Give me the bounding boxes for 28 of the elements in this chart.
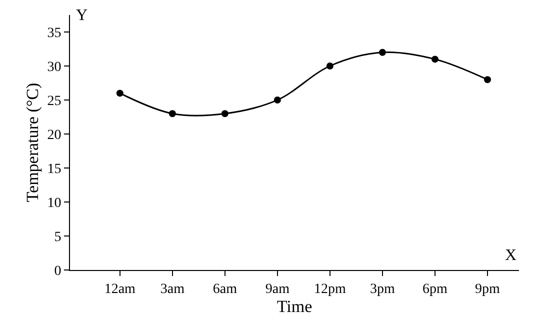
y-tick-label: 30 <box>47 60 62 75</box>
point <box>431 56 438 63</box>
point <box>116 90 124 97</box>
point <box>168 110 176 118</box>
y-tick-label: 5 <box>54 230 62 245</box>
x-tick-label: 9am <box>265 282 290 297</box>
point <box>378 48 386 56</box>
y-tick-label: 35 <box>47 26 62 41</box>
x-axis-title: Time <box>276 297 312 316</box>
y-tick-label: 0 <box>54 264 62 279</box>
x-tick-label: 12am <box>104 282 136 297</box>
point <box>326 62 334 70</box>
point <box>274 96 281 104</box>
y-tick-label: 20 <box>47 128 62 143</box>
x-tick-label: 6am <box>212 282 238 297</box>
y-axis-title: Temperature (°C) <box>22 82 42 202</box>
annotation: Y <box>76 7 88 24</box>
y-tick-label: 15 <box>47 162 62 177</box>
x-tick-label: 9pm <box>475 282 500 297</box>
y-tick-label: 10 <box>47 196 62 211</box>
point <box>221 110 228 118</box>
y-tick-label: 25 <box>47 94 62 109</box>
x-tick-label: 3pm <box>370 282 396 297</box>
point <box>484 76 491 84</box>
x-tick-label: 6pm <box>422 282 448 297</box>
x-tick-label: 12pm <box>314 282 346 297</box>
x-tick-label: 3am <box>160 282 185 297</box>
annotation: X <box>505 247 517 264</box>
